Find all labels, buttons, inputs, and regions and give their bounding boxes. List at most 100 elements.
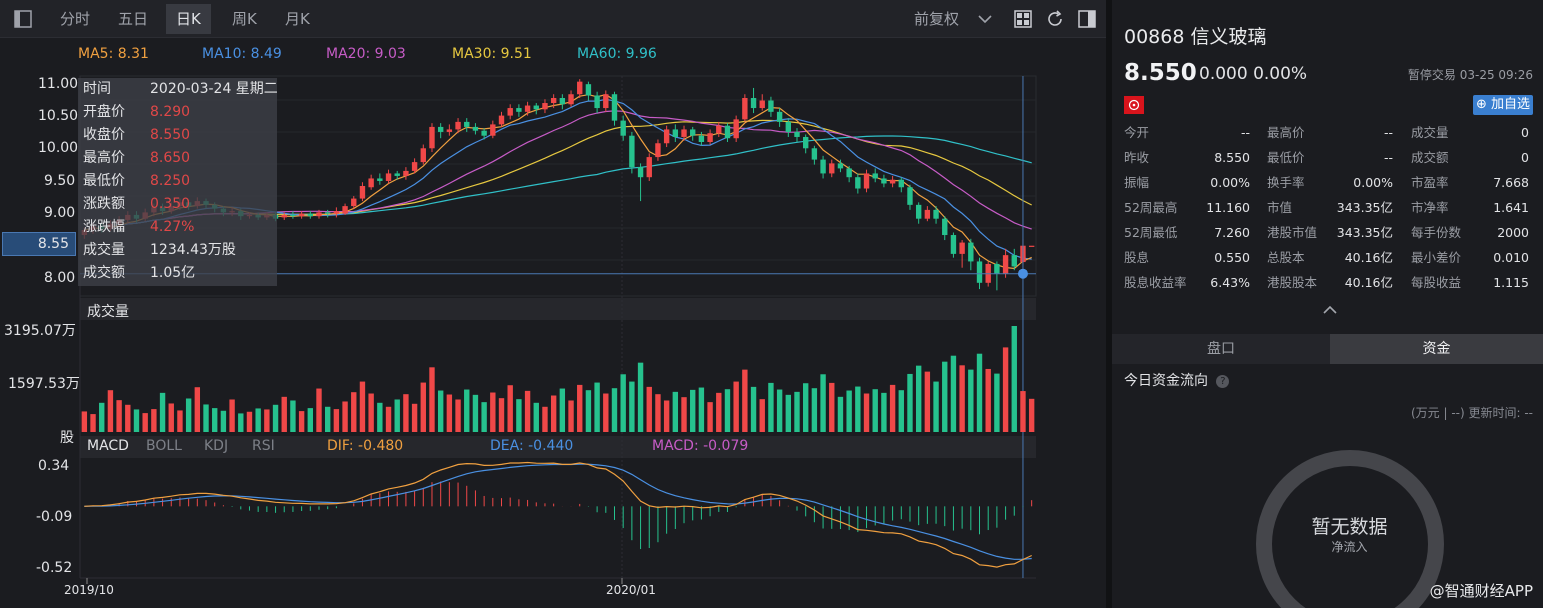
- candle-body: [559, 98, 566, 105]
- stat-item: 股息收益率 6.43%: [1124, 274, 1250, 292]
- indicator-tab-kdj[interactable]: KDJ: [204, 438, 229, 454]
- candle-body: [742, 98, 748, 120]
- volume-bar: [663, 400, 670, 432]
- dif-value: DIF: -0.480: [327, 438, 404, 454]
- candle-body: [351, 198, 357, 207]
- volume-header-bar: [80, 298, 1036, 320]
- stat-label: 最高价: [1267, 125, 1305, 140]
- stat-value: 6.43%: [1210, 275, 1250, 290]
- tooltip-value: 4.27%: [150, 219, 195, 235]
- indicator-tab-boll[interactable]: BOLL: [146, 438, 182, 454]
- tooltip-key: 最高价: [83, 150, 125, 166]
- crosshair-dot: [1017, 268, 1028, 279]
- candle-body: [594, 95, 600, 109]
- volume-bar: [272, 404, 279, 432]
- candle-body: [872, 173, 878, 179]
- candle-body: [889, 179, 896, 184]
- volume-bar: [385, 406, 392, 432]
- tab-capital[interactable]: 资金: [1330, 334, 1543, 364]
- sidebar-toggle-button[interactable]: [8, 4, 38, 34]
- volume-bar: [898, 390, 904, 432]
- add-watchlist-label: 加自选: [1491, 97, 1531, 112]
- candle-body: [490, 124, 496, 136]
- volume-bar: [411, 403, 418, 432]
- x-tick: 2020/01: [606, 583, 656, 597]
- net-inflow-label: 净流入: [1331, 540, 1368, 554]
- stat-item: 换手率 0.00%: [1267, 174, 1393, 192]
- candle-body: [550, 98, 557, 104]
- panel-divider[interactable]: [1106, 0, 1112, 608]
- adjust-select[interactable]: 前复权: [914, 10, 960, 28]
- volume-bar: [542, 406, 548, 432]
- candle-body: [794, 131, 800, 137]
- candle-body: [672, 129, 679, 137]
- add-watchlist-button[interactable]: ⊕ 加自选: [1473, 95, 1533, 115]
- candle-body: [455, 121, 461, 130]
- stat-label: 振幅: [1124, 175, 1150, 190]
- stat-value: 0.550: [1214, 250, 1250, 265]
- indicator-tab-rsi[interactable]: RSI: [252, 438, 275, 454]
- volume-bar: [690, 389, 696, 432]
- volume-bar: [125, 404, 131, 432]
- volume-bar: [820, 374, 826, 432]
- tooltip-key: 涨跌额: [83, 196, 125, 212]
- price-tick: 10.00: [38, 140, 79, 156]
- price-tick: 8.00: [44, 270, 76, 286]
- candle-body: [524, 105, 531, 112]
- volume-bar: [863, 393, 870, 432]
- volume-bar: [281, 396, 287, 432]
- candle-body: [898, 179, 904, 188]
- candle-body: [420, 148, 426, 163]
- volume-bar: [81, 411, 88, 432]
- volume-bar: [872, 389, 878, 432]
- stat-label: 换手率: [1267, 175, 1305, 190]
- volume-bar: [455, 399, 461, 432]
- tooltip-key: 开盘价: [83, 104, 125, 120]
- volume-bar: [620, 374, 626, 432]
- volume-bar: [733, 381, 739, 432]
- refresh-icon[interactable]: [1045, 9, 1065, 29]
- stat-item: 市值 343.35亿: [1267, 199, 1393, 217]
- grid-icon[interactable]: [1013, 9, 1033, 29]
- candle-body: [968, 242, 974, 262]
- stat-item: 每股收益 1.115: [1411, 274, 1529, 292]
- volume-bar: [681, 397, 687, 432]
- tab-daily-k[interactable]: 日K: [166, 4, 211, 34]
- macd-value: MACD: -0.079: [652, 438, 749, 454]
- tab-weekly-k[interactable]: 周K: [232, 10, 257, 28]
- stat-label: 52周最高: [1124, 200, 1178, 215]
- tooltip-value: 0.350: [150, 196, 191, 212]
- volume-bar: [377, 402, 383, 432]
- candle-body: [333, 211, 340, 214]
- candle-body: [915, 204, 922, 219]
- restore-window-icon[interactable]: [1077, 9, 1097, 29]
- volume-bar: [324, 406, 331, 432]
- chevron-down-icon[interactable]: [975, 9, 995, 29]
- tab-monthly-k[interactable]: 月K: [285, 10, 310, 28]
- chevron-up-icon[interactable]: [1322, 304, 1338, 316]
- plus-circle-icon: ⊕: [1475, 97, 1487, 112]
- tooltip-value: 8.290: [150, 104, 191, 120]
- stat-item: 今开 --: [1124, 124, 1250, 142]
- volume-bar: [959, 365, 965, 432]
- volume-bar: [194, 387, 201, 432]
- candle-body: [733, 119, 739, 139]
- price-change: 0.000 0.00%: [1199, 64, 1308, 84]
- volume-bar: [785, 394, 792, 432]
- tab-five-day[interactable]: 五日: [118, 10, 149, 28]
- stock-title: 00868 信义玻璃: [1124, 26, 1267, 48]
- volume-bar: [907, 373, 913, 432]
- candle-body: [342, 206, 348, 214]
- stat-item: 最高价 --: [1267, 124, 1393, 142]
- stat-value: 0: [1521, 150, 1529, 165]
- indicator-tab-macd[interactable]: MACD: [87, 438, 129, 454]
- candle-body: [290, 214, 296, 217]
- volume-bar: [307, 408, 314, 432]
- help-icon[interactable]: ?: [1216, 375, 1230, 388]
- volume-bar: [290, 400, 296, 432]
- tab-order-book[interactable]: 盘口: [1112, 334, 1330, 364]
- volume-bar: [533, 402, 539, 432]
- stat-label: 昨收: [1124, 150, 1150, 165]
- tab-intraday[interactable]: 分时: [60, 10, 91, 28]
- tooltip-value: 8.250: [150, 173, 191, 189]
